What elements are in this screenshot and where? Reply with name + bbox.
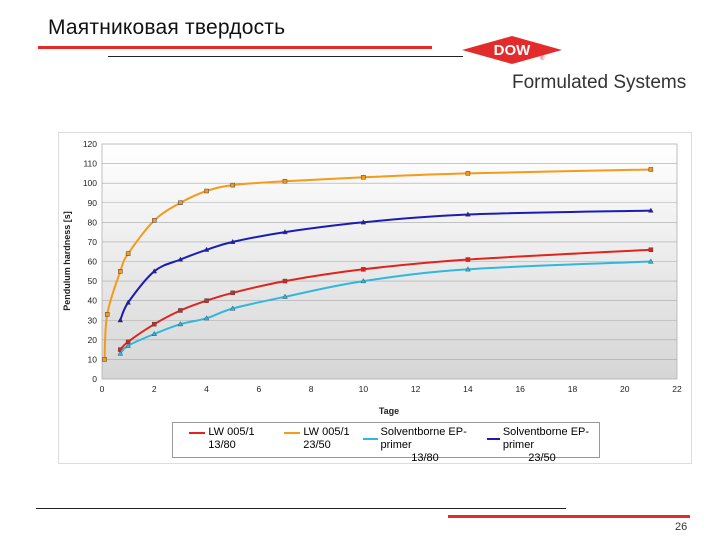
data-point [104, 312, 110, 317]
y-tick-label: 80 [88, 217, 98, 227]
x-tick-label: 4 [204, 384, 209, 394]
data-point [465, 211, 471, 217]
page-number: 26 [675, 521, 688, 533]
legend-swatch-lw-23-50 [284, 431, 301, 434]
data-point [648, 167, 654, 172]
data-point [204, 298, 209, 303]
dow-logo-diamond [462, 36, 562, 64]
x-tick-label: 10 [359, 384, 369, 394]
title-black-rule [108, 56, 463, 57]
data-point [361, 267, 366, 272]
data-point [465, 257, 471, 262]
legend-swatch-lw-13-80 [189, 431, 206, 434]
footer-black-rule [36, 508, 566, 509]
x-tick-label: 18 [568, 384, 578, 394]
y-tick-label: 70 [88, 237, 98, 247]
data-point [151, 330, 158, 336]
x-tick-label: 6 [256, 384, 261, 394]
x-tick-label: 22 [672, 384, 682, 394]
chart-legend: LW 005/1 13/80 LW 005/1 23/50 Solventbor… [172, 422, 600, 464]
legend-sublabel: 23/50 [303, 439, 331, 451]
legend-label: LW 005/1 [208, 426, 255, 438]
x-tick-label: 16 [515, 384, 525, 394]
y-tick-label: 100 [83, 178, 97, 188]
y-tick-label: 110 [83, 159, 97, 169]
data-point [465, 171, 471, 176]
footer-red-rule [448, 515, 690, 518]
data-point [151, 268, 158, 274]
data-point [204, 188, 209, 194]
x-axis-label: Tage [379, 406, 399, 416]
legend-swatch-ep-13-80 [363, 438, 378, 440]
x-tick-label: 2 [152, 384, 157, 394]
data-point [282, 178, 288, 184]
y-tick-label: 40 [88, 296, 98, 306]
legend-label: Solventborne EP-primer [380, 426, 467, 451]
data-point [125, 342, 131, 348]
y-tick-label: 0 [92, 374, 97, 384]
data-point [203, 315, 210, 321]
data-point [648, 247, 654, 252]
legend-sublabel: 23/50 [528, 452, 556, 464]
data-point [125, 251, 131, 256]
y-tick-label: 10 [88, 354, 98, 364]
data-point [102, 357, 107, 362]
data-point [648, 207, 654, 213]
legend-item-lw-13-80: LW 005/1 13/80 [173, 423, 271, 452]
data-point [152, 321, 157, 327]
chart-frame: 0 10 20 30 40 50 60 70 80 90 100 110 120 0 2 4 6 8 10 12 14 1… [58, 132, 692, 464]
x-tick-label: 20 [620, 384, 630, 394]
y-tick-label: 120 [83, 139, 97, 149]
data-point [360, 278, 367, 284]
data-point [178, 308, 183, 313]
data-point [361, 175, 366, 180]
dow-logo-registered-mark: ® [540, 55, 545, 62]
data-point [230, 290, 235, 296]
data-point [282, 293, 288, 299]
slide-title: Маятниковая твердость [48, 16, 286, 39]
data-point [117, 350, 124, 356]
dow-logo: DOW ® [462, 36, 562, 64]
legend-swatch-ep-23-50 [487, 438, 500, 440]
data-point [177, 321, 184, 327]
data-point [282, 229, 288, 235]
data-point [118, 269, 123, 274]
data-point [360, 219, 367, 225]
data-point [178, 200, 183, 205]
data-point [648, 258, 654, 264]
x-tick-label: 14 [463, 384, 473, 394]
legend-label: LW 005/1 [303, 426, 350, 438]
legend-item-ep-13-80: Solventborne EP-primer 13/80 [363, 423, 487, 465]
data-point [229, 238, 236, 244]
legend-sublabel: 13/80 [208, 439, 236, 451]
legend-item-ep-23-50: Solventborne EP-primer 23/50 [487, 423, 597, 465]
y-tick-label: 90 [88, 198, 98, 208]
data-point [177, 256, 184, 262]
data-point [203, 246, 210, 252]
data-point [465, 266, 471, 272]
x-tick-label: 12 [411, 384, 421, 394]
title-red-rule [38, 46, 432, 49]
legend-label: Solventborne EP-primer [502, 426, 590, 451]
logo-subtitle: Formulated Systems [512, 72, 687, 93]
data-point [125, 299, 131, 305]
y-tick-label: 30 [88, 315, 98, 325]
data-point [230, 182, 235, 188]
hardness-chart: 0 10 20 30 40 50 60 70 80 90 100 110 120 0 2 4 6 8 10 12 14 1… [62, 139, 682, 416]
x-tick-label: 8 [309, 384, 314, 394]
y-tick-label: 50 [88, 276, 98, 286]
dow-logo-text: DOW [494, 42, 532, 59]
x-tick-label: 0 [100, 384, 105, 394]
data-point [282, 278, 288, 284]
y-tick-label: 60 [88, 257, 98, 267]
data-point [152, 218, 157, 223]
legend-sublabel: 13/80 [411, 452, 439, 464]
legend-item-lw-23-50: LW 005/1 23/50 [271, 423, 363, 452]
y-axis-label: Pendulum hardness [s] [62, 211, 72, 311]
data-point [117, 317, 124, 323]
y-tick-label: 20 [88, 335, 98, 345]
data-point [229, 305, 236, 311]
